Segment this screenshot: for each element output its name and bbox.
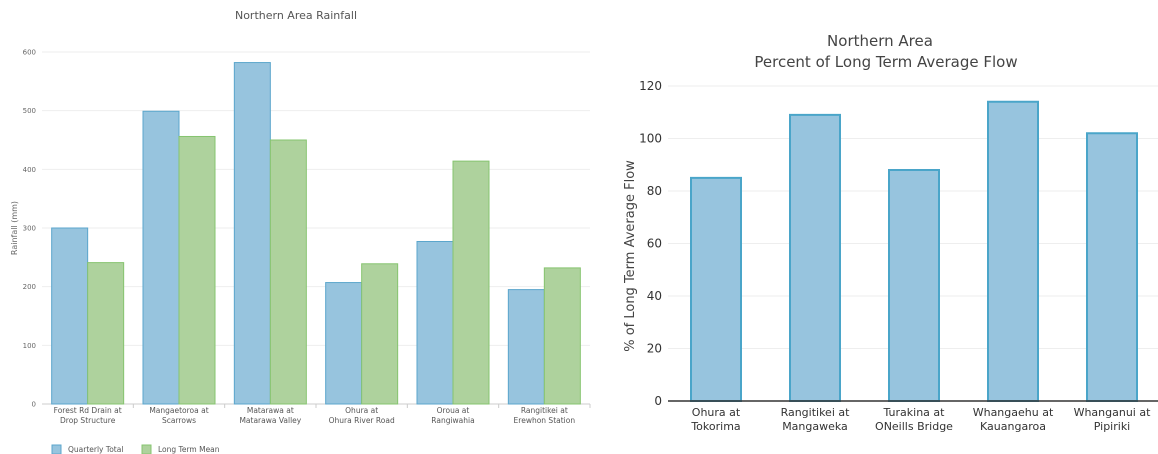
rainfall-x-tick-label-line: Rangiwahia bbox=[431, 416, 474, 425]
flow-y-tick-label: 120 bbox=[639, 79, 662, 93]
rainfall-y-tick-label: 0 bbox=[32, 401, 36, 409]
rainfall-x-tick-label: Ohura at Ohura River Road bbox=[329, 406, 395, 425]
rainfall-x-tick-label: Rangitikei at Erewhon Station bbox=[514, 406, 576, 425]
flow-x-tick-label: Turakina at ONeills Bridge bbox=[875, 406, 953, 433]
rainfall-bar-long-term-mean bbox=[87, 262, 125, 405]
flow-x-tick-label-line: Tokorima bbox=[690, 420, 740, 433]
legend-label-long-term-mean: Long Term Mean bbox=[158, 445, 220, 454]
flow-x-tick-label-line: Turakina at bbox=[883, 406, 946, 419]
flow-x-tick-label: Whanganui at Pipiriki bbox=[1074, 406, 1152, 433]
rainfall-x-tick-label-line: Rangitikei at bbox=[521, 406, 568, 415]
flow-x-tick-label-line: Whangaehu at bbox=[973, 406, 1054, 419]
flow-x-tick-label-line: Whanganui at bbox=[1074, 406, 1152, 419]
rainfall-x-tick-label-line: Drop Structure bbox=[60, 416, 116, 425]
rainfall-bar-long-term-mean bbox=[361, 263, 399, 405]
rainfall-x-tick-label-line: Ohura River Road bbox=[329, 416, 395, 425]
flow-x-tick-label-line: Pipiriki bbox=[1094, 420, 1131, 433]
flow-x-tick-label-line: Kauangaroa bbox=[980, 420, 1046, 433]
rainfall-bar-quarterly-total bbox=[51, 227, 89, 405]
flow-x-tick-label-line: Mangaweka bbox=[782, 420, 848, 433]
legend-swatch-long-term-mean bbox=[141, 444, 152, 454]
flow-y-tick-label: 40 bbox=[647, 289, 662, 303]
rainfall-bar-quarterly-total bbox=[142, 110, 180, 405]
rainfall-chart: Northern Area Rainfall 0 100 200 300 400 500 60… bbox=[10, 9, 591, 454]
rainfall-x-tick-label: Oroua at Rangiwahia bbox=[431, 406, 474, 425]
flow-y-tick-label: 20 bbox=[647, 342, 662, 356]
flow-x-tick-label-line: Ohura at bbox=[692, 406, 741, 419]
flow-y-tick-label: 100 bbox=[639, 132, 662, 146]
flow-bar bbox=[690, 176, 742, 402]
rainfall-bar-quarterly-total bbox=[233, 62, 271, 405]
rainfall-bar-long-term-mean bbox=[452, 160, 490, 405]
rainfall-y-tick-label: 400 bbox=[23, 166, 36, 174]
legend-swatch-quarterly-total bbox=[51, 444, 62, 454]
flow-x-tick-label: Ohura at Tokorima bbox=[690, 406, 741, 433]
rainfall-x-tick-label-line: Ohura at bbox=[345, 406, 378, 415]
rainfall-bar-long-term-mean bbox=[269, 139, 307, 405]
flow-y-tick-label: 60 bbox=[647, 237, 662, 251]
rainfall-x-tick-label: Mangaetoroa at Scarrows bbox=[149, 406, 208, 425]
rainfall-bar-long-term-mean bbox=[543, 267, 581, 405]
rainfall-bar-quarterly-total bbox=[416, 240, 454, 405]
flow-y-tick-label: 0 bbox=[654, 394, 662, 408]
rainfall-y-tick-label: 500 bbox=[23, 107, 36, 115]
rainfall-x-tick-label: Forest Rd Drain at Drop Structure bbox=[54, 406, 122, 425]
rainfall-bar-long-term-mean bbox=[178, 135, 216, 405]
flow-x-tick-label: Whangaehu at Kauangaroa bbox=[973, 406, 1054, 433]
rainfall-y-tick-label: 100 bbox=[23, 342, 36, 350]
legend-label-quarterly-total: Quarterly Total bbox=[68, 445, 123, 454]
rainfall-x-tick-label-line: Forest Rd Drain at bbox=[54, 406, 122, 415]
flow-y-axis-label: % of Long Term Average Flow bbox=[623, 160, 638, 352]
flow-x-tick-label: Rangitikei at Mangaweka bbox=[781, 406, 851, 433]
rainfall-x-tick-label: Matarawa at Matarawa Valley bbox=[239, 406, 301, 425]
rainfall-y-tick-label: 200 bbox=[23, 283, 36, 291]
rainfall-x-tick-label-line: Matarawa Valley bbox=[239, 416, 301, 425]
rainfall-y-axis-label: Rainfall (mm) bbox=[10, 201, 19, 255]
rainfall-x-tick-label-line: Oroua at bbox=[437, 406, 470, 415]
rainfall-y-tick-label: 300 bbox=[23, 225, 36, 233]
flow-chart-title: Northern Area bbox=[827, 32, 933, 50]
flow-chart-subtitle: Percent of Long Term Average Flow bbox=[754, 53, 1017, 71]
flow-x-tick-label-line: Rangitikei at bbox=[781, 406, 851, 419]
rainfall-bar-quarterly-total bbox=[507, 289, 545, 405]
flow-chart: Northern Area Percent of Long Term Averag… bbox=[623, 32, 1158, 433]
rainfall-y-tick-label: 600 bbox=[23, 49, 36, 57]
rainfall-x-tick-label-line: Mangaetoroa at bbox=[149, 406, 208, 415]
rainfall-x-tick-label-line: Erewhon Station bbox=[514, 416, 576, 425]
rainfall-legend: Quarterly Total Long Term Mean bbox=[51, 444, 220, 454]
rainfall-x-tick-label-line: Matarawa at bbox=[247, 406, 294, 415]
flow-bar bbox=[1086, 132, 1138, 402]
flow-bar bbox=[888, 169, 940, 402]
flow-y-tick-label: 80 bbox=[647, 184, 662, 198]
flow-bar bbox=[789, 113, 841, 402]
rainfall-bar-quarterly-total bbox=[325, 282, 363, 405]
flow-bar bbox=[987, 100, 1039, 402]
rainfall-x-tick-label-line: Scarrows bbox=[162, 416, 196, 425]
rainfall-chart-title: Northern Area Rainfall bbox=[235, 9, 357, 22]
flow-x-tick-label-line: ONeills Bridge bbox=[875, 420, 953, 433]
